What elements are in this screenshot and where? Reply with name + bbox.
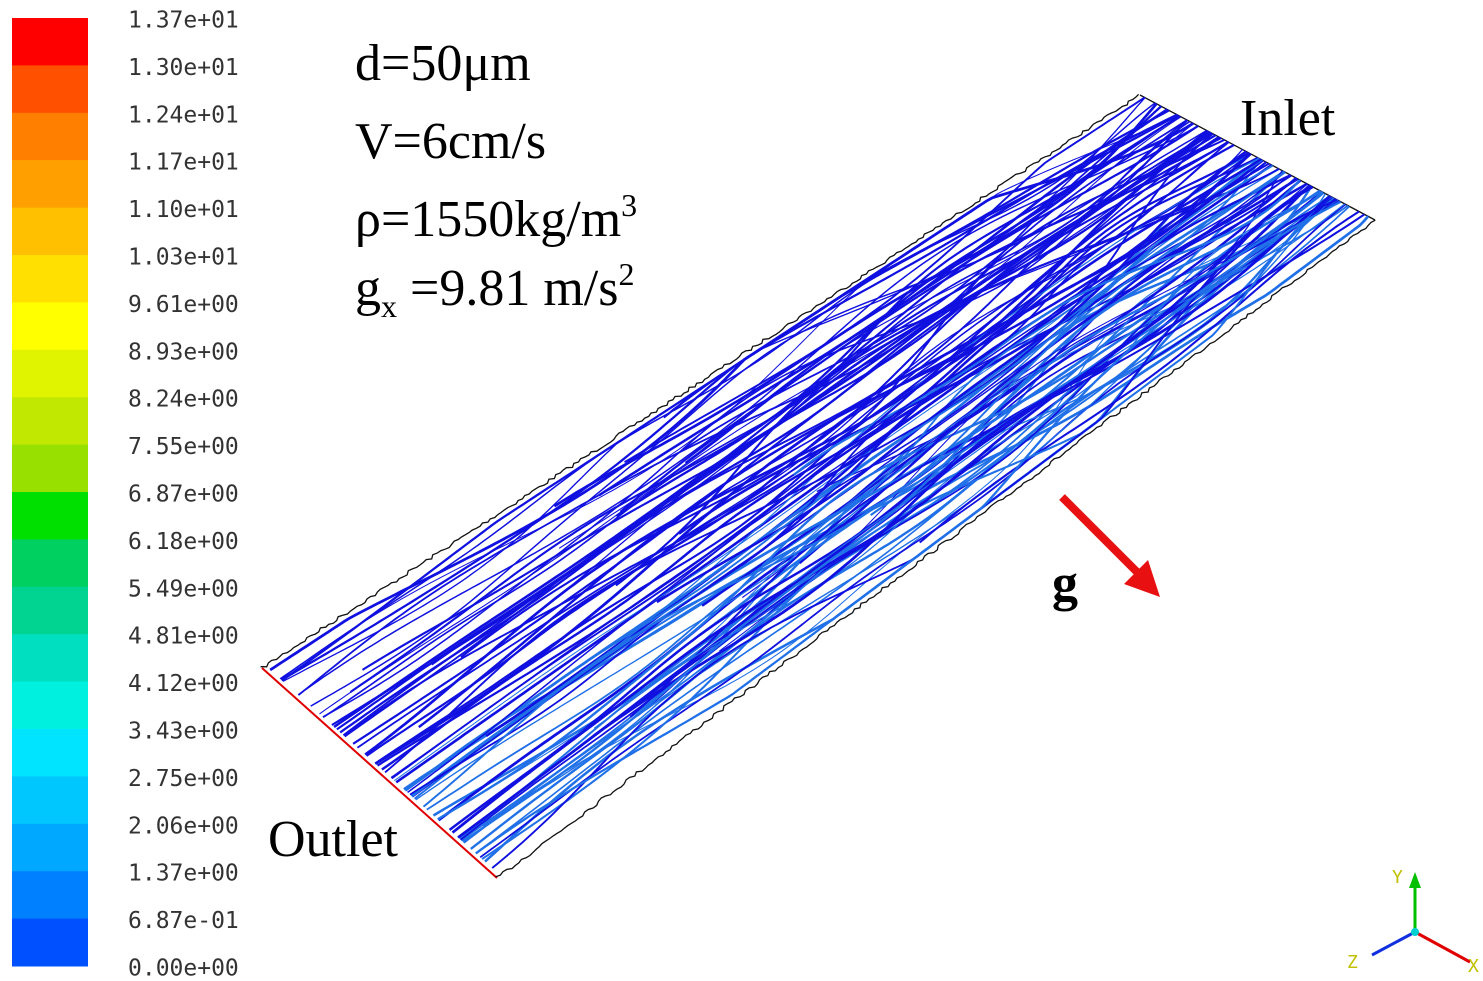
colorbar: 1.37e+01 1.30e+01 1.24e+01 1.17e+01 1.10e+01… [12, 8, 239, 981]
annotation: d=50μm [355, 35, 531, 92]
axis-label: Y [1392, 867, 1403, 888]
annotation: V=6cm/s [355, 113, 546, 170]
superscript: 3 [621, 187, 637, 223]
origin [1411, 928, 1419, 936]
colorbar-segment [12, 65, 88, 113]
colorbar-segment [12, 539, 88, 587]
colorbar-label: 6.87e+00 [128, 482, 239, 508]
colorbar-label: 1.03e+01 [128, 245, 239, 271]
axis-label: X [1468, 956, 1479, 977]
colorbar-segment [12, 919, 88, 967]
colorbar-segment [12, 682, 88, 730]
colorbar-label: 9.61e+00 [128, 292, 239, 318]
streamline [375, 158, 1258, 764]
colorbar-segment [12, 824, 88, 872]
colorbar-segment [12, 18, 88, 66]
colorbar-segment [12, 587, 88, 635]
x-axis [1415, 932, 1470, 962]
colorbar-label: 1.17e+01 [128, 150, 239, 176]
colorbar-segment [12, 729, 88, 777]
colorbar-label: 1.10e+01 [128, 197, 239, 223]
colorbar-label: 2.06e+00 [128, 813, 239, 839]
colorbar-segment [12, 776, 88, 824]
colorbar-label: 4.81e+00 [128, 624, 239, 650]
figure: 1.37e+01 1.30e+01 1.24e+01 1.17e+01 1.10e+01… [0, 0, 1483, 981]
colorbar-segment [12, 634, 88, 682]
colorbar-label: 5.49e+00 [128, 576, 239, 602]
annotation-text: g [355, 260, 381, 317]
colorbar-label: 1.37e+01 [128, 8, 239, 34]
colorbar-label: 8.24e+00 [128, 387, 239, 413]
colorbar-label: 6.87e-01 [128, 908, 239, 934]
superscript: 2 [618, 256, 634, 292]
colorbar-segment [12, 113, 88, 161]
colorbar-label: 4.12e+00 [128, 671, 239, 697]
streamline [588, 197, 1332, 740]
colorbar-label: 8.93e+00 [128, 339, 239, 365]
subscript: x [381, 288, 397, 324]
annotation: gx =9.81 m/s2 [355, 256, 634, 324]
colorbar-segment [12, 302, 88, 350]
colorbar-label: 7.55e+00 [128, 434, 239, 460]
outlet-label: Outlet [268, 811, 399, 868]
axis-label: Z [1347, 952, 1358, 973]
streamline [702, 180, 1300, 605]
axis-triad: Y Z X [1347, 867, 1479, 977]
colorbar-segment [12, 445, 88, 493]
colorbar-label: 0.00e+00 [128, 956, 239, 981]
colorbar-label: 1.24e+01 [128, 102, 239, 128]
inlet-label: Inlet [1240, 90, 1336, 147]
colorbar-segment [12, 350, 88, 398]
z-axis [1372, 932, 1415, 955]
colorbar-segment [12, 871, 88, 919]
colorbar-segment [12, 160, 88, 208]
colorbar-segment [12, 492, 88, 540]
colorbar-segment [12, 397, 88, 445]
colorbar-label: 6.18e+00 [128, 529, 239, 555]
gravity-label: g [1052, 555, 1078, 612]
y-arrowhead [1409, 872, 1421, 888]
colorbar-label: 2.75e+00 [128, 766, 239, 792]
colorbar-segment [12, 208, 88, 256]
annotation-text: ρ=1550kg/m [355, 191, 621, 248]
colorbar-label: 1.37e+00 [128, 861, 239, 887]
colorbar-segment [12, 255, 88, 303]
colorbar-label: 1.30e+01 [128, 55, 239, 81]
annotation-text: =9.81 m/s [397, 260, 618, 317]
annotation: ρ=1550kg/m3 [355, 187, 637, 248]
colorbar-label: 3.43e+00 [128, 719, 239, 745]
streamline [375, 160, 1262, 764]
